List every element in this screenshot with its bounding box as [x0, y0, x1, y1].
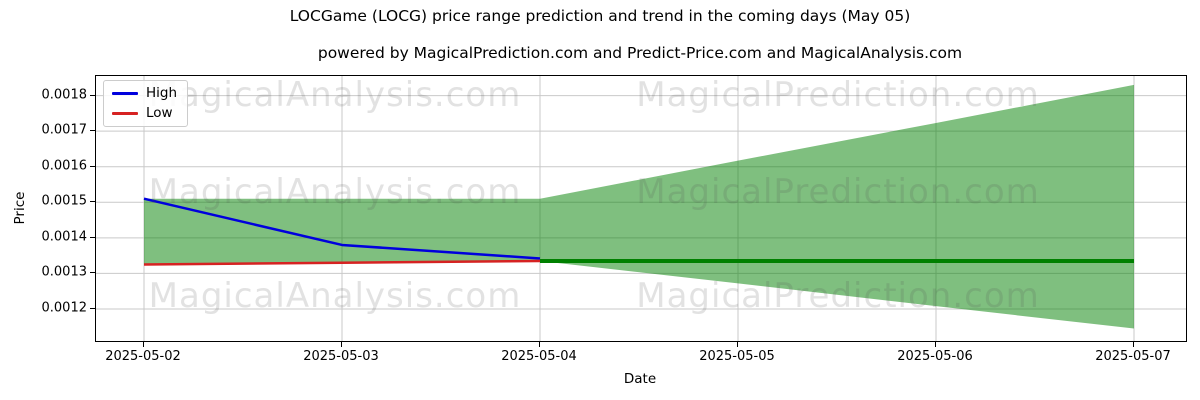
y-tick-mark: [90, 165, 95, 167]
legend-item-low: Low: [112, 104, 177, 121]
y-tick-mark: [90, 236, 95, 238]
x-tick-mark: [143, 342, 144, 347]
legend-item-high: High: [112, 85, 178, 101]
x-tick-mark: [1133, 342, 1134, 347]
chart-title: LOCGame (LOCG) price range prediction an…: [289, 7, 911, 25]
x-tick-mark: [935, 342, 936, 347]
x-tick-label: 2025-05-06: [897, 349, 973, 364]
chart-canvas: [96, 76, 1186, 341]
y-tick-mark: [90, 94, 95, 96]
x-tick-label: 2025-05-04: [501, 349, 577, 364]
x-tick-mark: [539, 342, 540, 347]
y-tick-label: 0.0014: [41, 229, 88, 245]
x-axis-label: Date: [623, 371, 657, 387]
high-line: [143, 197, 541, 260]
legend-label-low: Low: [146, 104, 173, 121]
legend-label-high: High: [146, 85, 178, 101]
x-tick-mark: [341, 342, 342, 347]
x-tick-label: 2025-05-07: [1095, 349, 1171, 364]
legend: High Low: [103, 80, 189, 127]
high-line-swatch: [112, 92, 138, 96]
y-tick-mark: [90, 130, 95, 132]
chart-subtitle: powered by MagicalPrediction.com and Pre…: [317, 44, 963, 62]
plot-area: High Low: [95, 75, 1187, 342]
y-tick-label: 0.0012: [41, 300, 88, 316]
y-tick-mark: [90, 201, 95, 203]
x-tick-label: 2025-05-03: [303, 349, 379, 364]
x-tick-label: 2025-05-02: [105, 349, 181, 364]
y-tick-mark: [90, 307, 95, 309]
x-tick-mark: [737, 342, 738, 347]
x-tick-label: 2025-05-05: [699, 349, 775, 364]
low-line-swatch: [112, 111, 138, 115]
y-tick-label: 0.0015: [41, 193, 88, 209]
y-tick-label: 0.0013: [41, 264, 88, 280]
y-tick-mark: [90, 272, 95, 274]
y-tick-label: 0.0017: [41, 122, 88, 138]
low-line: [143, 259, 541, 266]
y-tick-label: 0.0016: [41, 158, 88, 174]
prediction-band: [144, 84, 1134, 329]
y-tick-label: 0.0018: [41, 87, 88, 103]
